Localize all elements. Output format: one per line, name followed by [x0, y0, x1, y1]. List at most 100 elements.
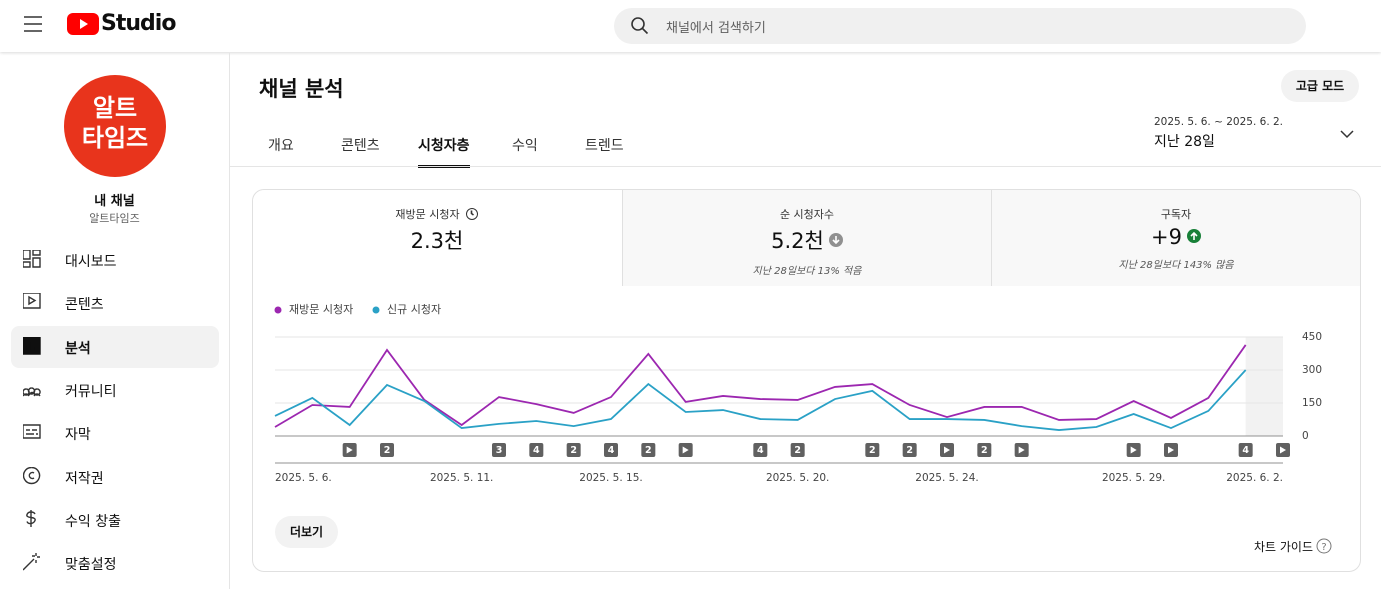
y-tick-label: 450 [1302, 331, 1322, 343]
nav-icon [23, 387, 41, 397]
metric-tile[interactable]: 순 시청자수 5.2천 지난 28일보다 13% 적음 [622, 190, 991, 286]
dropdown-icon[interactable] [1340, 129, 1354, 139]
play-icon [682, 446, 689, 454]
icon-shape [23, 336, 41, 355]
upload-marker: 2 [566, 443, 581, 457]
top-bar: Studio 채널에서 검색하기 [0, 0, 1381, 52]
upload-count: 3 [496, 445, 503, 456]
upload-count: 4 [533, 445, 540, 456]
tab[interactable]: 수익 [512, 138, 538, 154]
nav-icon [23, 424, 41, 439]
upload-badge [529, 443, 544, 457]
search-box[interactable]: 채널에서 검색하기 [614, 8, 1306, 44]
nav-label: 커뮤니티 [65, 383, 117, 400]
upload-marker: 2 [641, 443, 656, 457]
upload-count: 2 [794, 445, 801, 456]
x-tick-label: 2025. 6. 2. [1226, 472, 1283, 484]
upload-marker: 2 [977, 443, 992, 457]
upload-marker [678, 443, 693, 457]
upload-badge [753, 443, 768, 457]
nav-item[interactable]: 맞춤설정 [11, 542, 219, 584]
x-tick-label: 2025. 5. 20. [766, 472, 829, 484]
nav-item[interactable]: 수익 창출 [11, 499, 219, 541]
upload-marker [940, 443, 954, 457]
y-tick-label: 0 [1302, 430, 1309, 442]
nav-icon [23, 553, 40, 571]
metric-value: 2.3천 [410, 229, 464, 253]
icon-shape [832, 236, 840, 245]
nav-item[interactable]: 대시보드 [11, 239, 219, 281]
upload-marker: 2 [380, 443, 394, 457]
icon-shape [23, 293, 41, 309]
upload-marker: 2 [790, 443, 805, 457]
upload-badge [977, 443, 992, 457]
series-line [274, 344, 1247, 428]
play-icon [944, 446, 950, 454]
upload-marker: 4 [753, 443, 768, 457]
icon-shape [23, 250, 41, 268]
chart-guide[interactable]: 차트 가이드 [1254, 540, 1314, 554]
clock-icon [465, 208, 478, 220]
nav-icon [26, 509, 36, 527]
tab-divider [230, 166, 1381, 167]
search-placeholder: 채널에서 검색하기 [666, 21, 766, 36]
tab[interactable]: 개요 [268, 138, 294, 154]
upload-marker [1014, 443, 1029, 457]
nav-label: 저작권 [65, 470, 104, 487]
icon-shape [23, 553, 40, 571]
help-icon[interactable]: ? [1316, 538, 1332, 554]
x-tick-label: 2025. 5. 29. [1102, 472, 1165, 484]
upload-marker [342, 443, 357, 457]
y-tick-label: 300 [1302, 364, 1322, 376]
x-tick-label: 2025. 5. 11. [430, 472, 493, 484]
upload-count: 2 [384, 445, 391, 456]
upload-marker: 2 [902, 443, 917, 457]
upload-marker [1126, 443, 1141, 457]
icon-shape [23, 387, 41, 397]
upload-count: 2 [869, 445, 876, 456]
upload-badge [566, 443, 581, 457]
nav-item[interactable]: 커뮤니티 [11, 369, 219, 411]
upload-count: 2 [906, 445, 913, 456]
nav-label: 맞춤설정 [65, 557, 117, 574]
period[interactable]: 지난 28일 [1154, 134, 1215, 150]
nav-item[interactable]: 저작권 [11, 456, 219, 498]
nav-label: 콘텐츠 [65, 297, 104, 314]
upload-badge [790, 443, 805, 457]
upload-count: 2 [645, 445, 652, 456]
tab[interactable]: 콘텐츠 [341, 138, 380, 154]
metric-tile[interactable]: 재방문 시청자 2.3천 [253, 190, 621, 286]
nav-icon [23, 293, 41, 309]
analytics-card [252, 189, 1361, 572]
upload-marker [1276, 443, 1290, 457]
page-title: 채널 분석 [259, 77, 344, 101]
upload-badge [865, 443, 880, 457]
tab[interactable]: 트렌드 [585, 138, 624, 154]
play-icon [1130, 446, 1137, 454]
advanced-mode-button[interactable]: 고급 모드 [1281, 70, 1359, 102]
svg-text:?: ? [1321, 542, 1326, 553]
upload-badge [902, 443, 917, 457]
metric-note: 지난 28일보다 143% 많음 [1118, 260, 1234, 271]
upload-marker: 4 [529, 443, 544, 457]
nav-item[interactable]: 콘텐츠 [11, 282, 219, 324]
sidebar: 알트 타임즈 내 채널 알트타임즈 대시보드 콘텐츠 분석 커뮤니티 자막 저작권 수익 창… [0, 53, 230, 589]
x-tick-label: 2025. 5. 6. [275, 472, 332, 484]
upload-count: 4 [1242, 445, 1249, 456]
menu-icon[interactable] [24, 16, 44, 32]
partial-day-shade [1245, 337, 1283, 436]
more-button[interactable]: 더보기 [275, 516, 338, 548]
metric-tile[interactable]: 구독자 +9 지난 28일보다 143% 많음 [991, 190, 1360, 286]
nav-item[interactable]: 자막 [11, 412, 219, 454]
up-arrow-icon [1186, 229, 1201, 243]
nav-icon [23, 250, 41, 268]
youtube-logo[interactable] [67, 13, 99, 35]
legend-label: 재방문 시청자 [289, 303, 353, 316]
upload-badge [604, 443, 618, 457]
channel-avatar[interactable]: 알트 타임즈 [64, 75, 166, 177]
legend-swatch [274, 306, 282, 314]
x-tick-label: 2025. 5. 15. [579, 472, 642, 484]
x-tick-label: 2025. 5. 24. [915, 472, 978, 484]
nav-item[interactable]: 분석 [11, 325, 219, 368]
play-icon [1168, 446, 1174, 454]
